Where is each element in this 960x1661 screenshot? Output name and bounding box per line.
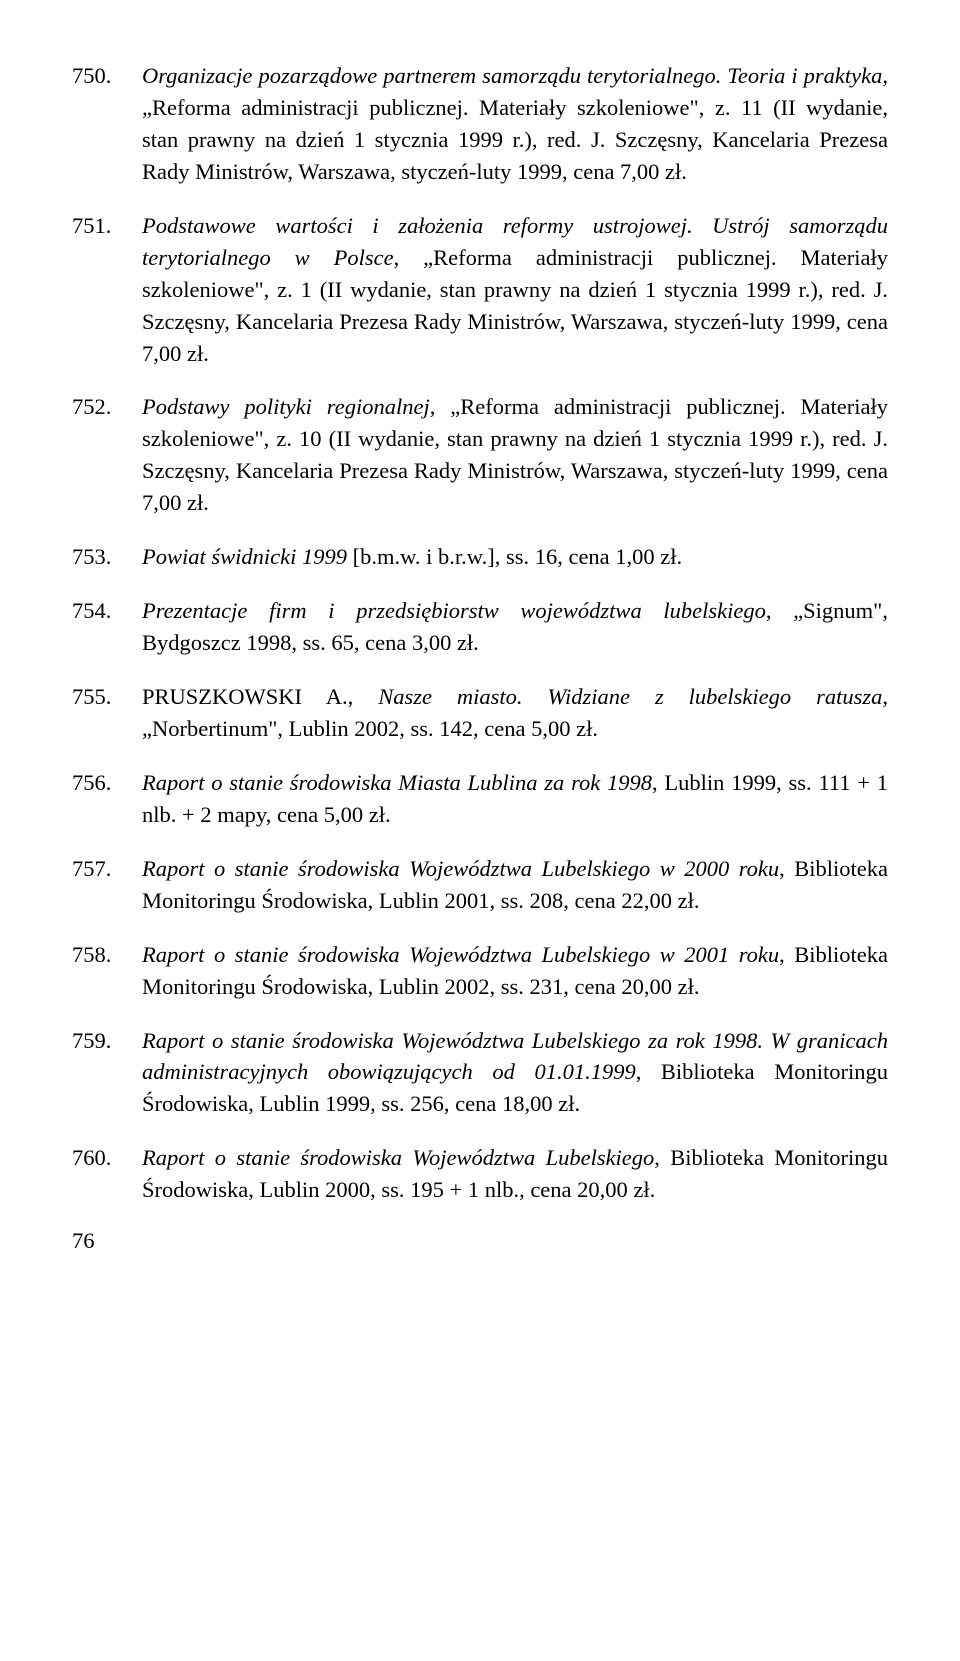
entry-text: PRUSZKOWSKI A., <box>142 684 378 709</box>
entry-body: Raport o stanie środowiska Miasta Lublin… <box>142 767 888 831</box>
bibliography-entry: 759.Raport o stanie środowiska Województ… <box>72 1025 888 1121</box>
entry-title-italic: Prezentacje firm i przedsiębiorstw wojew… <box>142 598 766 623</box>
bibliography-entry: 753.Powiat świdnicki 1999 [b.m.w. i b.r.… <box>72 541 888 573</box>
page-number: 76 <box>72 1228 888 1254</box>
bibliography-entry: 752.Podstawy polityki regionalnej, „Refo… <box>72 391 888 519</box>
entry-body: Powiat świdnicki 1999 [b.m.w. i b.r.w.],… <box>142 541 888 573</box>
entry-number: 757. <box>72 853 142 917</box>
entry-body: Raport o stanie środowiska Województwa L… <box>142 1142 888 1206</box>
entry-body: Podstawowe wartości i założenia reformy … <box>142 210 888 370</box>
entry-body: Prezentacje firm i przedsiębiorstw wojew… <box>142 595 888 659</box>
bibliography-entry: 750.Organizacje pozarządowe partnerem sa… <box>72 60 888 188</box>
entry-number: 759. <box>72 1025 142 1121</box>
entry-number: 751. <box>72 210 142 370</box>
entry-title-italic: Raport o stanie środowiska Miasta Lublin… <box>142 770 652 795</box>
entry-text: [b.m.w. i b.r.w.], ss. 16, cena 1,00 zł. <box>347 544 682 569</box>
bibliography-entry: 758.Raport o stanie środowiska Województ… <box>72 939 888 1003</box>
bibliography-entry: 760.Raport o stanie środowiska Województ… <box>72 1142 888 1206</box>
entry-number: 760. <box>72 1142 142 1206</box>
entry-number: 753. <box>72 541 142 573</box>
bibliography-entry: 756.Raport o stanie środowiska Miasta Lu… <box>72 767 888 831</box>
entry-body: Raport o stanie środowiska Województwa L… <box>142 1025 888 1121</box>
entry-number: 756. <box>72 767 142 831</box>
entry-title-italic: Raport o stanie środowiska Województwa L… <box>142 856 779 881</box>
bibliography-entry: 757.Raport o stanie środowiska Województ… <box>72 853 888 917</box>
entry-title-italic: Nasze miasto. Widziane z lubelskiego rat… <box>378 684 882 709</box>
entry-title-italic: Podstawy polityki regionalnej <box>142 394 430 419</box>
bibliography-entry: 755.PRUSZKOWSKI A., Nasze miasto. Widzia… <box>72 681 888 745</box>
entry-number: 758. <box>72 939 142 1003</box>
entry-body: Organizacje pozarządowe partnerem samorz… <box>142 60 888 188</box>
entry-number: 754. <box>72 595 142 659</box>
entry-title-italic: Powiat świdnicki 1999 <box>142 544 347 569</box>
bibliography-entry: 751.Podstawowe wartości i założenia refo… <box>72 210 888 370</box>
entry-body: Podstawy polityki regionalnej, „Reforma … <box>142 391 888 519</box>
entry-title-italic: Organizacje pozarządowe partnerem samorz… <box>142 63 882 88</box>
entry-title-italic: Raport o stanie środowiska Województwa L… <box>142 942 779 967</box>
entries-list: 750.Organizacje pozarządowe partnerem sa… <box>72 60 888 1206</box>
entry-number: 750. <box>72 60 142 188</box>
entry-body: PRUSZKOWSKI A., Nasze miasto. Widziane z… <box>142 681 888 745</box>
entry-number: 755. <box>72 681 142 745</box>
entry-body: Raport o stanie środowiska Województwa L… <box>142 939 888 1003</box>
entry-title-italic: Raport o stanie środowiska Województwa L… <box>142 1145 654 1170</box>
entry-number: 752. <box>72 391 142 519</box>
bibliography-entry: 754.Prezentacje firm i przedsiębiorstw w… <box>72 595 888 659</box>
entry-body: Raport o stanie środowiska Województwa L… <box>142 853 888 917</box>
